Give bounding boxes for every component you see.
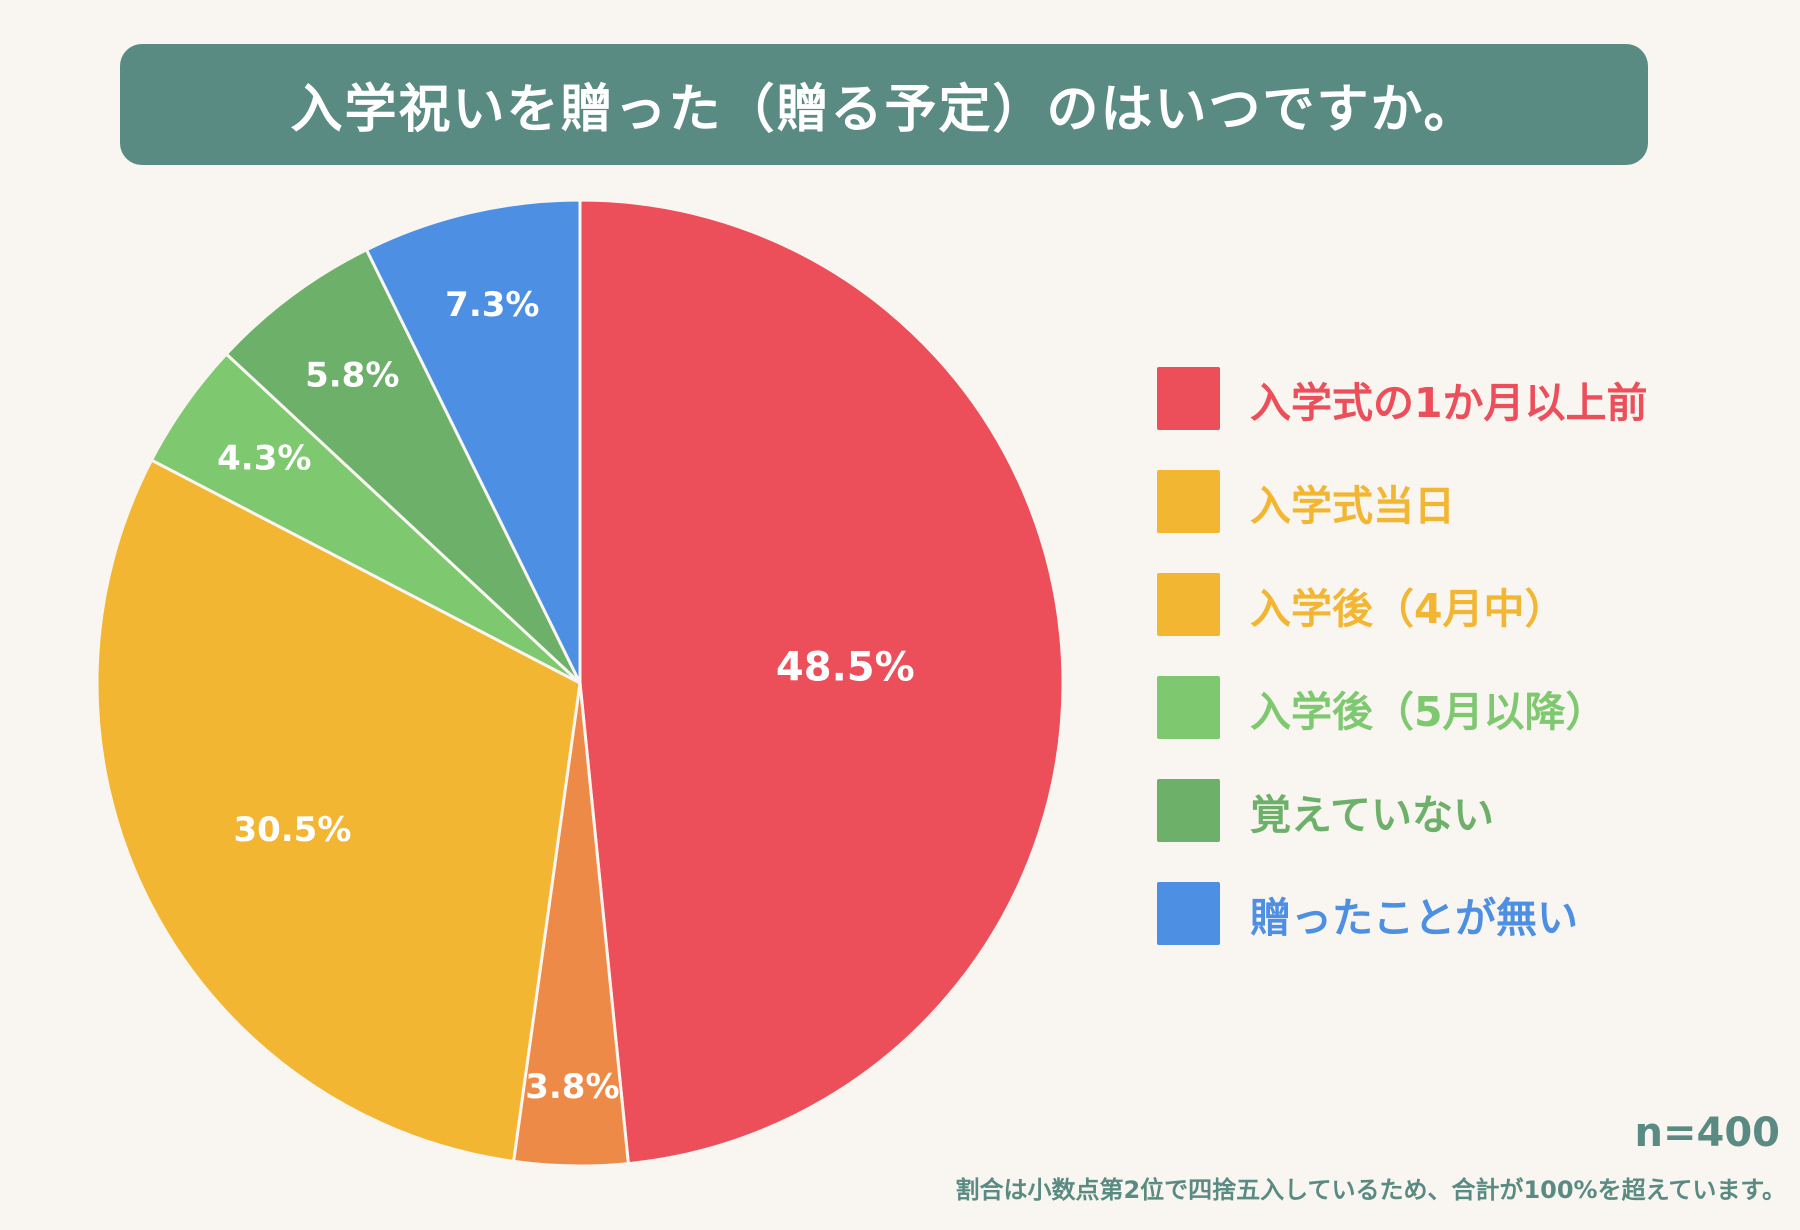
legend-swatch (1157, 882, 1220, 945)
chart-title: 入学祝いを贈った（贈る予定）のはいつですか。 (290, 80, 1478, 140)
legend-label: 覚えていない (1250, 790, 1494, 839)
data-label: 4.3% (217, 439, 311, 479)
legend-swatch (1157, 676, 1220, 739)
pie-slice (578, 198, 1065, 1166)
footnote: 割合は小数点第2位で四捨五入しているため、合計が100%を超えています。 (955, 1176, 1786, 1204)
legend-swatch (1157, 779, 1220, 842)
legend-item: 入学後（5月以降） (1157, 676, 1648, 739)
legend-label: 贈ったことが無い (1250, 893, 1578, 942)
data-label: 48.5% (776, 645, 915, 691)
legend-label: 入学式当日 (1250, 481, 1455, 530)
legend-swatch (1157, 470, 1220, 533)
sample-size: n=400 (1634, 1110, 1781, 1156)
pie-slice (364, 198, 582, 684)
legend-label: 入学式の1か月以上前 (1250, 378, 1648, 427)
legend-swatch (1157, 367, 1220, 430)
legend-item: 入学式当日 (1157, 470, 1648, 533)
legend-item: 贈ったことが無い (1157, 882, 1648, 945)
data-label: 7.3% (445, 285, 539, 325)
data-label: 5.8% (305, 355, 399, 395)
legend-item: 入学後（4月中） (1157, 573, 1648, 636)
title-banner: 入学祝いを贈った（贈る予定）のはいつですか。 (120, 44, 1648, 165)
pie-slice (224, 247, 582, 685)
pie-slice (95, 458, 582, 1164)
legend-label: 入学後（4月中） (1250, 584, 1566, 633)
data-label: 3.8% (525, 1067, 619, 1107)
legend-swatch (1157, 573, 1220, 636)
legend-label: 入学後（5月以降） (1250, 687, 1607, 736)
legend-item: 覚えていない (1157, 779, 1648, 842)
data-label: 30.5% (233, 810, 351, 850)
legend: 入学式の1か月以上前 入学式当日入学後（4月中） 入学後（5月以降） 覚えていない贈っ… (1157, 367, 1648, 985)
legend-item: 入学式の1か月以上前 (1157, 367, 1648, 430)
